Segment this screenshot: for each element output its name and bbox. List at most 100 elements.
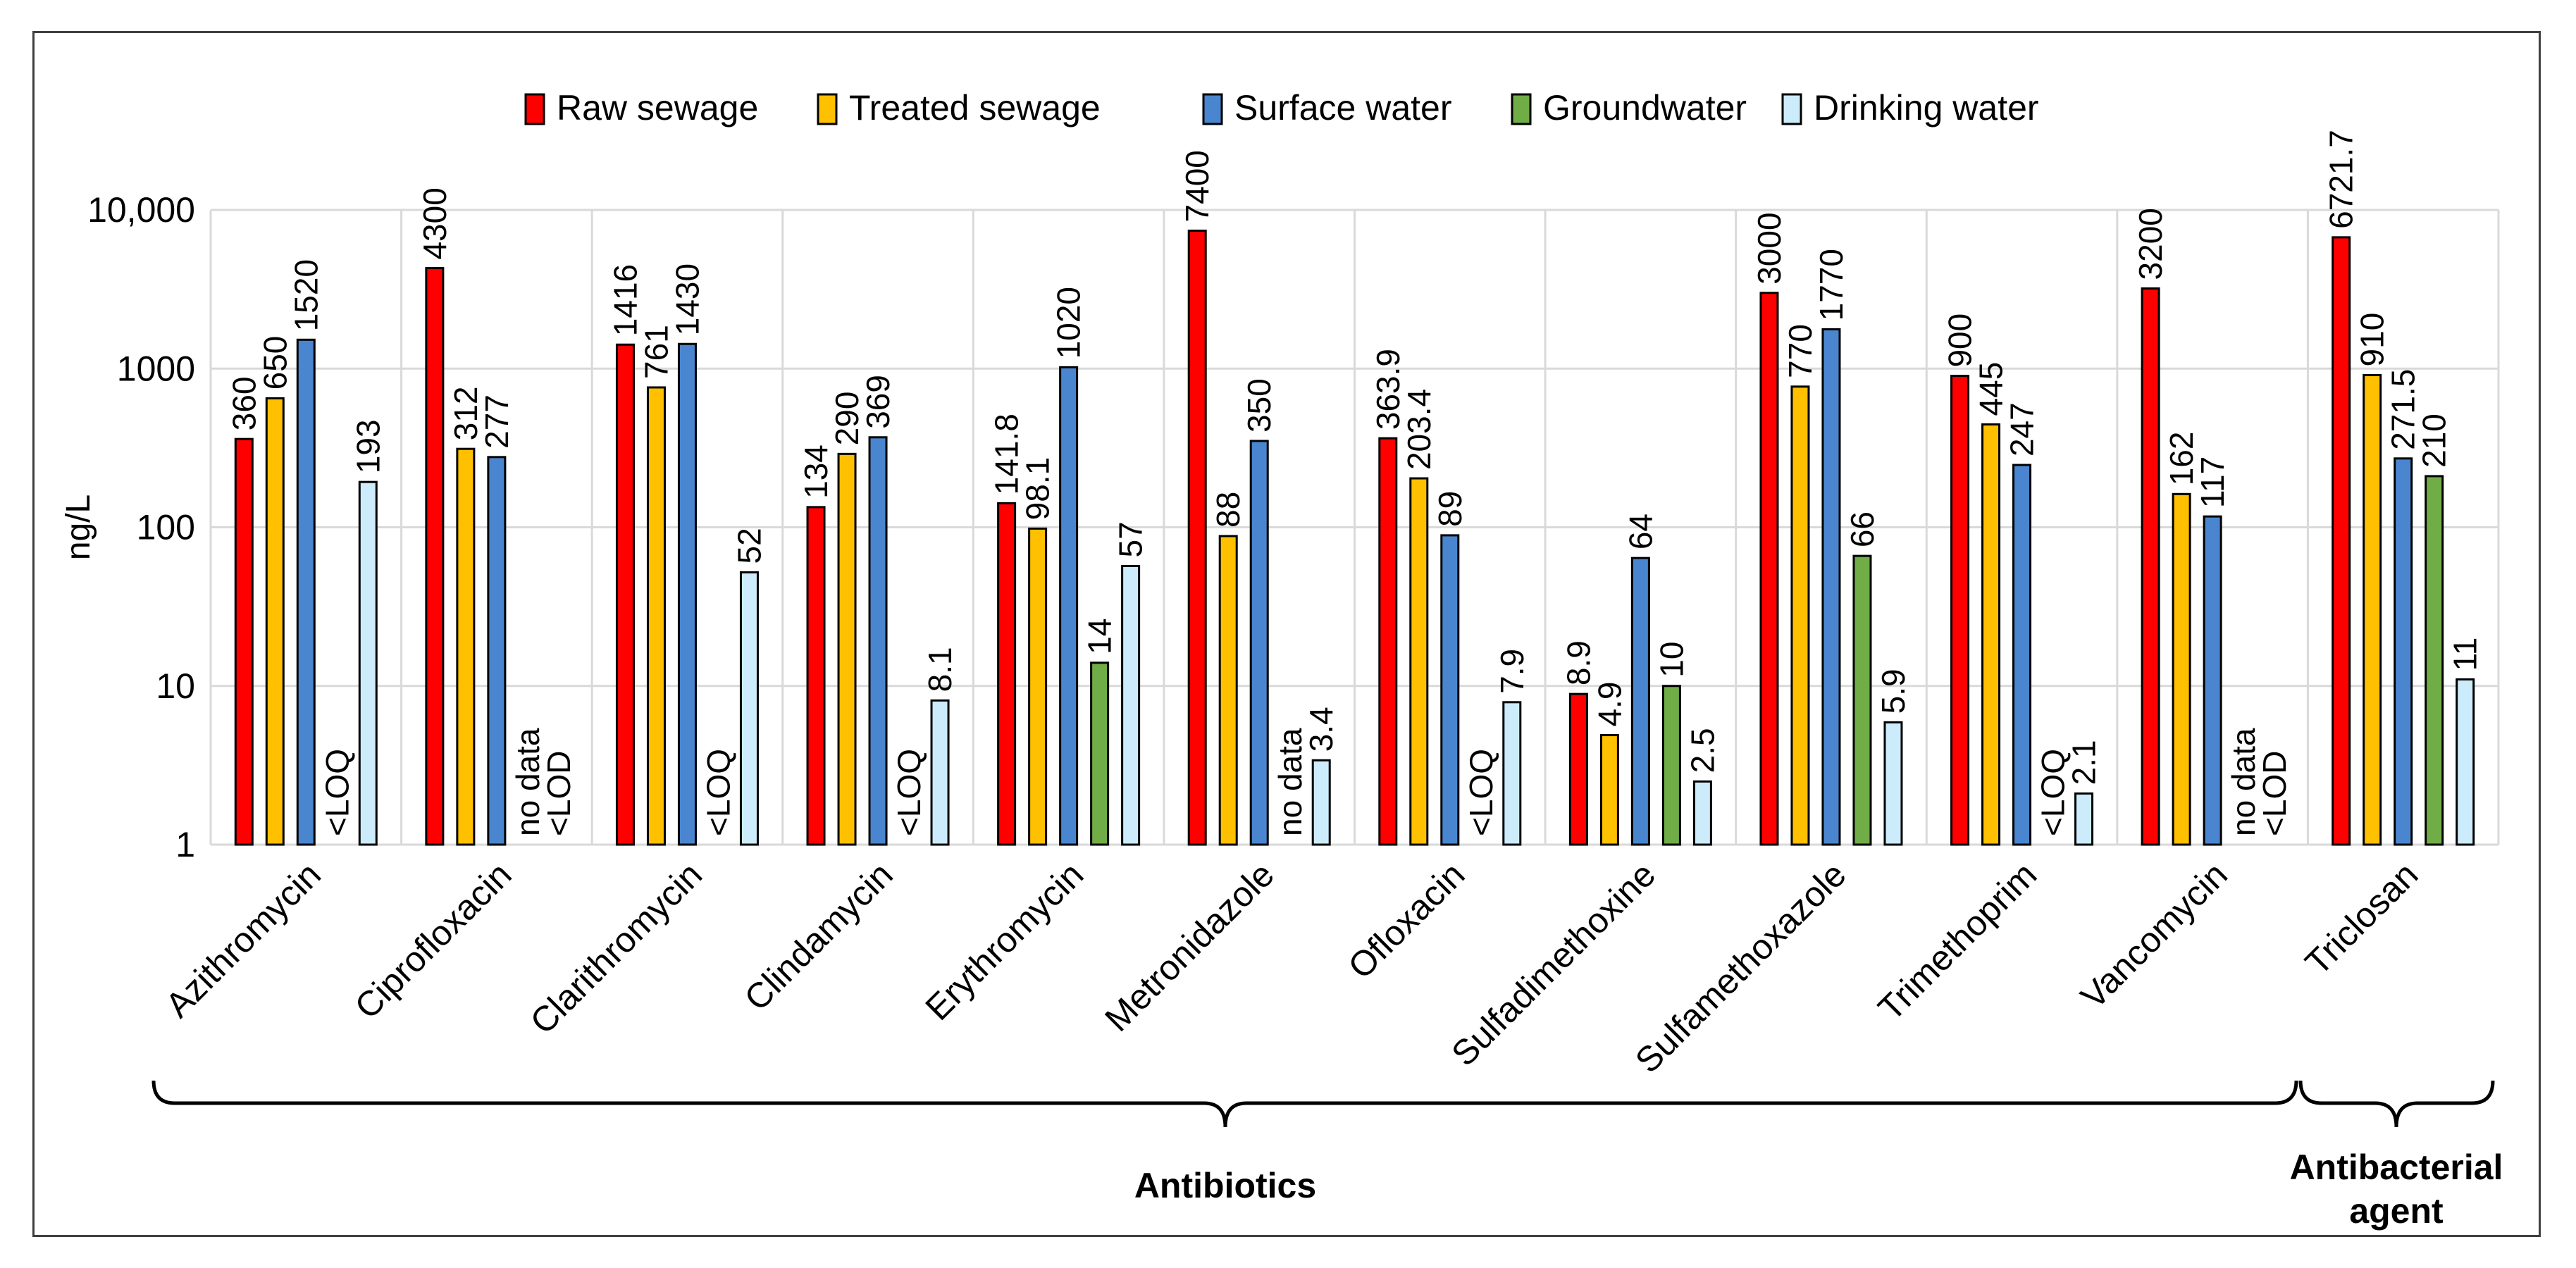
bar-raw-sewage [997, 502, 1017, 846]
bar-surface-water [2394, 457, 2413, 846]
bar-treated-sewage [1218, 535, 1238, 846]
data-label: 64 [1622, 514, 1659, 549]
bar-treated-sewage [1790, 385, 1810, 846]
legend-swatch [524, 93, 545, 125]
bar-treated-sewage [837, 452, 857, 846]
data-label: <LOQ [2035, 749, 2072, 836]
bar-drinking-water [1311, 759, 1331, 846]
y-tick-label: 1 [175, 825, 195, 864]
data-label: 4.9 [1591, 682, 1628, 727]
bar-surface-water [1440, 534, 1460, 846]
x-tick-label: Sulfamethoxazole [1628, 854, 1854, 1081]
x-tick-label: Ciprofloxacin [347, 854, 519, 1026]
legend-label: Groundwater [1543, 88, 1747, 128]
data-label: 271.5 [2385, 369, 2422, 450]
data-label: 6721.7 [2323, 130, 2360, 229]
data-label: 900 [1942, 313, 1979, 368]
group-label: Antibacterial [2290, 1148, 2503, 1187]
data-label: no data [2225, 728, 2262, 836]
legend-label: Drinking water [1814, 88, 2039, 128]
data-label: 52 [731, 528, 767, 564]
bar-treated-sewage [2363, 373, 2382, 846]
data-label: 66 [1844, 511, 1881, 547]
bar-surface-water [296, 338, 316, 846]
x-tick-label: Trimethoprim [1871, 854, 2045, 1028]
data-label: 14 [1082, 619, 1118, 654]
data-label: 89 [1432, 491, 1468, 527]
data-label: 210 [2416, 414, 2453, 468]
bar-surface-water [2203, 515, 2222, 846]
bar-surface-water [2012, 464, 2032, 846]
bar-surface-water [868, 436, 888, 846]
x-tick-label: Ofloxacin [1341, 854, 1473, 986]
data-label: 761 [638, 325, 674, 379]
data-label: 360 [225, 376, 262, 430]
data-label: 445 [1973, 362, 2010, 416]
data-label: 2.5 [1684, 728, 1721, 773]
data-label: no data [1272, 728, 1308, 836]
x-tick-label: Triclosan [2298, 854, 2426, 983]
data-label: 650 [256, 336, 293, 390]
bar-groundwater [1661, 685, 1681, 846]
x-tick-label: Azithromycin [158, 854, 328, 1025]
bar-raw-sewage [615, 343, 635, 846]
data-label: 8.9 [1560, 640, 1597, 685]
data-label: 290 [829, 392, 865, 446]
data-label: <LOD [540, 751, 577, 836]
data-label: 369 [860, 375, 896, 429]
data-label: 134 [798, 445, 834, 499]
data-label: 1416 [607, 264, 643, 336]
data-label: <LOD [2256, 751, 2293, 836]
bar-surface-water [677, 342, 697, 846]
data-label: 910 [2354, 313, 2391, 367]
data-label: 1430 [669, 263, 705, 335]
bar-drinking-water [2456, 678, 2475, 846]
bar-drinking-water [358, 480, 378, 846]
bar-drinking-water [930, 699, 950, 846]
data-label: 10 [1653, 642, 1690, 678]
data-label: 57 [1113, 521, 1149, 557]
data-label: 11 [2447, 638, 2484, 671]
x-tick-label: Erythromycin [918, 854, 1091, 1028]
data-label: 3.4 [1303, 707, 1339, 752]
data-label: <LOQ [1463, 749, 1499, 836]
legend-swatch [1202, 93, 1223, 125]
data-label: 141.8 [989, 414, 1025, 495]
bar-groundwater [1852, 554, 1872, 846]
data-label: <LOQ [318, 749, 355, 836]
legend-label: Treated sewage [849, 88, 1101, 128]
bar-drinking-water [1883, 721, 1903, 846]
bar-treated-sewage [646, 386, 666, 846]
x-tick-label: Clarithromycin [523, 854, 710, 1042]
x-tick-label: Metronidazole [1097, 854, 1282, 1039]
legend-swatch [1781, 93, 1802, 125]
data-label: <LOQ [700, 749, 736, 836]
bar-surface-water [1059, 366, 1079, 846]
group-label: agent [2349, 1191, 2444, 1231]
group-brace [151, 1080, 2298, 1128]
y-tick-label: 10,000 [87, 190, 195, 230]
data-label: 117 [2194, 456, 2231, 508]
bar-drinking-water [1692, 780, 1712, 846]
bar-treated-sewage [1028, 527, 1048, 846]
data-label: <LOQ [891, 749, 927, 836]
bar-raw-sewage [2332, 236, 2351, 846]
bar-treated-sewage [265, 397, 285, 846]
bar-raw-sewage [1568, 692, 1588, 846]
data-label: 7400 [1179, 150, 1215, 222]
bar-raw-sewage [1759, 292, 1779, 846]
x-tick-label: Clindamycin [737, 854, 900, 1018]
data-label: 7.9 [1494, 649, 1530, 694]
bar-raw-sewage [1378, 437, 1398, 846]
legend-swatch [817, 93, 838, 125]
data-label: 770 [1782, 324, 1819, 378]
legend-swatch [1511, 93, 1532, 125]
y-tick-label: 1000 [117, 349, 195, 388]
bar-treated-sewage [456, 447, 476, 846]
bar-treated-sewage [1599, 734, 1619, 846]
bar-drinking-water [1121, 564, 1141, 846]
chart-frame [32, 31, 2541, 1237]
bar-raw-sewage [806, 506, 826, 846]
data-label: 312 [447, 386, 484, 440]
